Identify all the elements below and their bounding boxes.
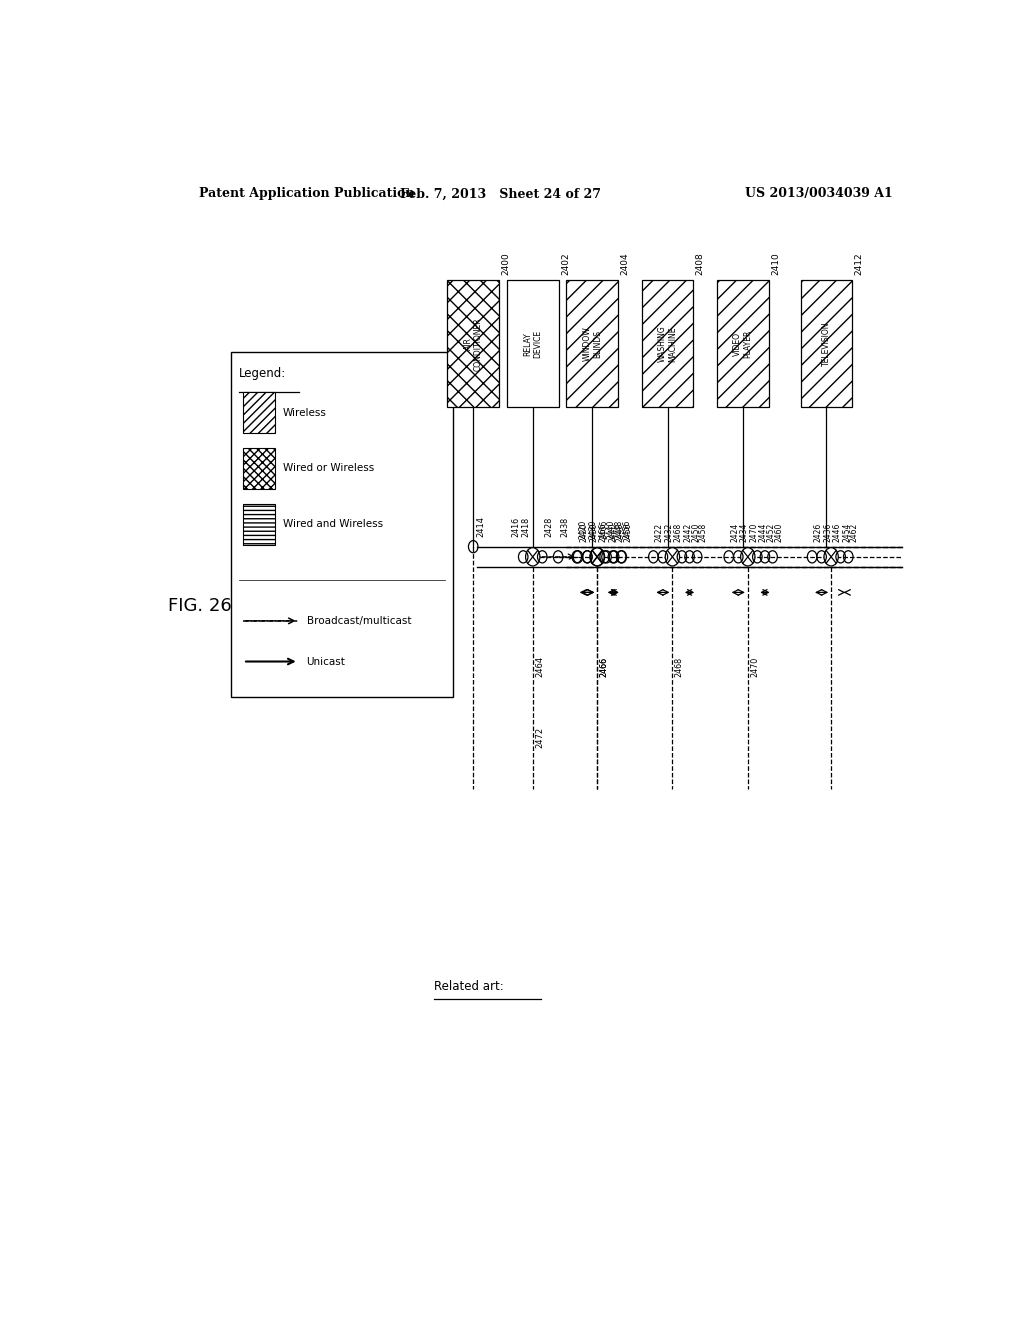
Text: 2416: 2416 (512, 516, 521, 536)
Text: Unicast: Unicast (306, 656, 345, 667)
Circle shape (590, 548, 604, 566)
Circle shape (590, 548, 604, 566)
Circle shape (740, 548, 755, 566)
Text: 2462: 2462 (850, 523, 859, 541)
Text: 2444: 2444 (759, 523, 768, 541)
Text: 2448: 2448 (615, 523, 625, 541)
Text: Wired or Wireless: Wired or Wireless (283, 463, 374, 474)
Text: 2466: 2466 (599, 519, 608, 539)
Text: US 2013/0034039 A1: US 2013/0034039 A1 (744, 187, 892, 201)
Bar (231, 351, 454, 697)
Text: 2420: 2420 (579, 519, 588, 539)
Text: 2466: 2466 (599, 656, 608, 677)
Text: 2466: 2466 (600, 656, 609, 677)
Text: Legend:: Legend: (240, 367, 287, 380)
Bar (507, 280, 558, 408)
Text: 2456: 2456 (623, 519, 632, 539)
Text: 2470: 2470 (751, 656, 759, 677)
Text: 2446: 2446 (833, 523, 842, 541)
Text: TELEVISION: TELEVISION (822, 322, 830, 366)
Text: RELAY
DEVICE: RELAY DEVICE (523, 330, 543, 358)
Text: 2424: 2424 (730, 523, 739, 541)
Text: 2456: 2456 (624, 523, 633, 541)
Text: 2440: 2440 (606, 519, 615, 539)
Bar (717, 280, 769, 408)
Bar (447, 280, 499, 408)
Text: 2428: 2428 (545, 516, 554, 536)
Text: 2430: 2430 (589, 523, 598, 541)
Text: 2418: 2418 (521, 516, 530, 536)
Text: 2450: 2450 (691, 523, 700, 541)
Bar (243, 447, 274, 488)
Bar (801, 280, 852, 408)
Text: Broadcast/multicast: Broadcast/multicast (306, 616, 411, 626)
Text: 2440: 2440 (608, 523, 617, 541)
Text: AIR
CONDITIONER: AIR CONDITIONER (464, 317, 483, 371)
Text: 2460: 2460 (774, 523, 783, 541)
Text: 2430: 2430 (589, 519, 598, 539)
Text: WINDOW
BLINDS: WINDOW BLINDS (583, 326, 602, 362)
Text: Wired and Wireless: Wired and Wireless (283, 519, 383, 529)
Text: 2414: 2414 (476, 516, 485, 536)
Text: Patent Application Publication: Patent Application Publication (200, 187, 415, 201)
Text: 2432: 2432 (665, 523, 674, 541)
Bar (642, 280, 693, 408)
Text: 2412: 2412 (855, 252, 863, 276)
Bar (243, 392, 274, 433)
Text: 2468: 2468 (675, 656, 684, 677)
Text: 2438: 2438 (560, 516, 569, 536)
Text: 2420: 2420 (580, 523, 589, 541)
Text: 2402: 2402 (561, 252, 570, 276)
Bar (243, 504, 274, 545)
Text: FIG. 26: FIG. 26 (168, 597, 231, 615)
Text: 2448: 2448 (614, 519, 624, 539)
Text: 2452: 2452 (767, 523, 775, 541)
Circle shape (525, 548, 540, 566)
Text: 2472: 2472 (536, 727, 544, 748)
Text: WASHING
MACHINE: WASHING MACHINE (658, 326, 677, 362)
Text: 2466: 2466 (599, 523, 607, 541)
Text: 2464: 2464 (536, 656, 544, 677)
Text: VIDEO
PLAYER: VIDEO PLAYER (733, 330, 753, 358)
Text: 2422: 2422 (655, 523, 664, 541)
Text: 2404: 2404 (621, 252, 630, 276)
Bar (566, 280, 618, 408)
Text: 2458: 2458 (698, 523, 708, 541)
Text: 2470: 2470 (750, 523, 759, 541)
Text: 2408: 2408 (696, 252, 705, 276)
Text: Wireless: Wireless (283, 408, 327, 417)
Circle shape (666, 548, 680, 566)
Text: 2436: 2436 (823, 523, 833, 541)
Text: Feb. 7, 2013   Sheet 24 of 27: Feb. 7, 2013 Sheet 24 of 27 (400, 187, 601, 201)
Text: 2442: 2442 (684, 523, 692, 541)
Text: 2426: 2426 (814, 523, 822, 541)
Circle shape (824, 548, 839, 566)
Text: 2468: 2468 (674, 523, 683, 541)
Text: 2400: 2400 (502, 252, 510, 276)
Text: 2454: 2454 (842, 523, 851, 541)
Text: 2410: 2410 (771, 252, 780, 276)
Text: 2434: 2434 (740, 523, 749, 541)
Text: Related art:: Related art: (433, 981, 503, 993)
